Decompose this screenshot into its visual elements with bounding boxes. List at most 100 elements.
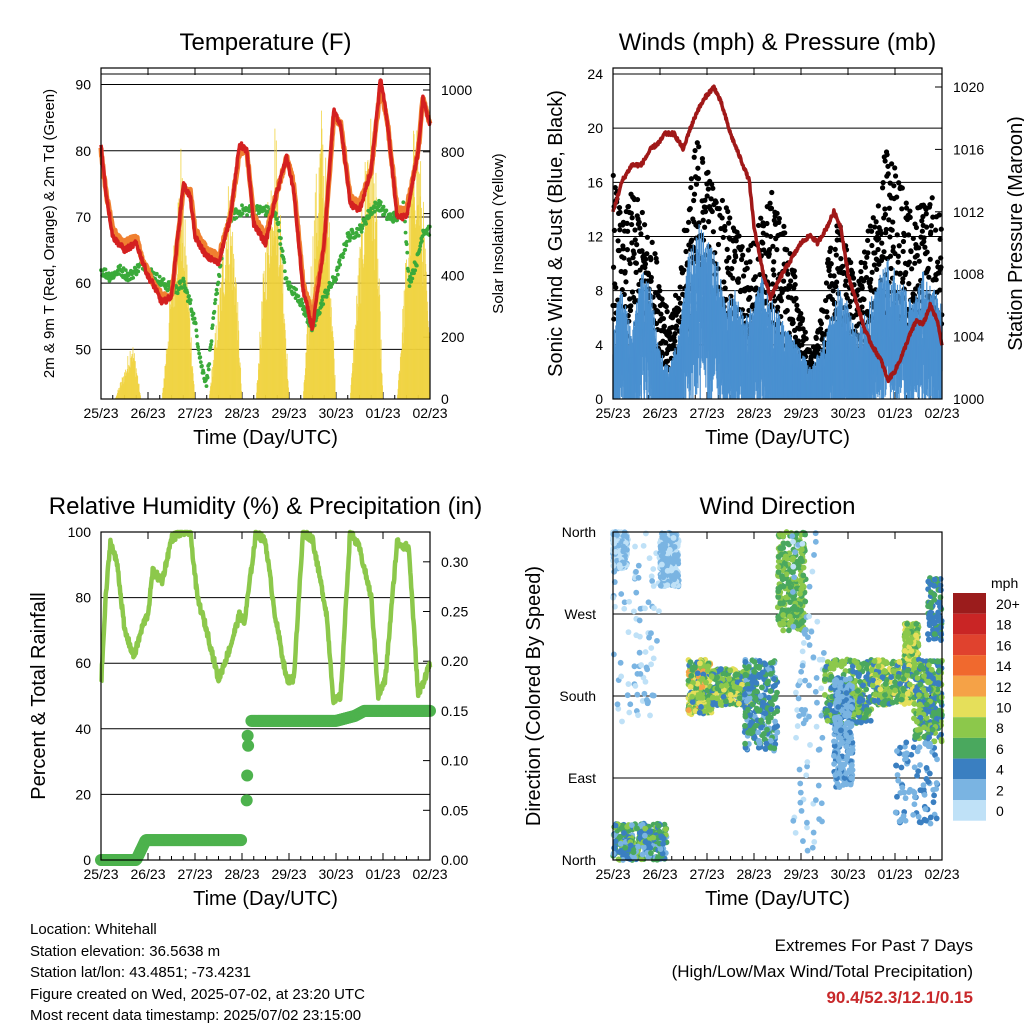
dewpoint-point [277,221,281,225]
gust-point [706,186,711,191]
dewpoint-point [294,287,298,291]
x-tick-label: 29/23 [271,405,306,421]
gust-point [860,285,865,290]
gust-point [626,204,631,209]
dewpoint-point [194,328,198,332]
y-tick-label: 4 [595,337,603,353]
gust-point [843,278,848,283]
dewpoint-point [343,248,347,252]
x-tick-label: 25/23 [83,866,118,882]
x-tick-label: 28/23 [736,866,771,882]
gust-point [886,171,891,176]
dewpoint-point [285,276,289,280]
dewpoint-point [198,355,202,359]
dewpoint-point [413,268,417,272]
y-tick-label: 0 [595,391,603,407]
dewpoint-point [357,234,361,238]
dewpoint-point [281,249,285,253]
humidity-line [101,532,430,703]
x-tick-label: 30/23 [318,866,353,882]
gust-point [686,220,691,225]
gust-point [914,225,919,230]
gust-point [928,230,933,235]
gust-point [768,234,773,239]
y-right-tick-label: 0.15 [441,703,468,719]
gust-point [848,260,853,265]
gust-point [637,226,642,231]
gust-point [879,241,884,246]
gust-point [617,205,622,210]
y-right-tick-label: 0.00 [441,852,468,868]
dewpoint-point [176,291,180,295]
gust-point [935,259,940,264]
dewpoint-point [382,205,386,209]
dewpoint-point [212,310,216,314]
y-right-tick-label: 400 [441,267,465,283]
y-tick-label: 80 [75,590,91,606]
gust-point [891,244,896,249]
dewpoint-point [205,384,209,388]
dewpoint-point [408,284,412,288]
dewpoint-point [194,321,198,325]
gust-point [882,206,887,211]
precip-point [242,740,254,752]
dewpoint-point [379,200,383,204]
y-tick-label: 70 [75,209,91,225]
dewpoint-point [104,268,108,272]
gust-point [676,307,681,312]
y-axis-label: 2m & 9m T (Red, Orange) & 2m Td (Green) [41,89,58,378]
dewpoint-point [275,217,279,221]
gust-point [851,276,856,281]
gust-point [858,269,863,274]
dewpoint-point [214,298,218,302]
y-axis-label: Percent & Total Rainfall [28,592,50,800]
y-tick-label: 8 [595,283,603,299]
dewpoint-point [207,362,211,366]
dewpoint-point [199,360,203,364]
x-tick-label: 30/23 [830,866,865,882]
gust-point [803,330,808,335]
gust-point [925,249,930,254]
y-tick-label: East [568,770,596,786]
gust-point [771,259,776,264]
y-tick-label: North [562,852,596,868]
gust-point [730,276,735,281]
dewpoint-point [241,212,245,216]
gust-point [868,277,873,282]
gust-point [774,247,779,252]
x-tick-label: 02/23 [412,866,447,882]
gust-point [804,336,809,341]
gust-point [880,185,885,190]
gust-point [930,195,935,200]
dewpoint-point [211,323,215,327]
dewpoint-point [202,371,206,375]
gust-point [758,216,763,221]
gust-point [760,240,765,245]
y-right-tick-label: 600 [441,206,465,222]
gust-point [717,206,722,211]
precip-point [241,770,253,782]
gust-point [865,238,870,243]
gust-point [791,320,796,325]
dewpoint-point [405,251,409,255]
x-tick-label: 28/23 [736,405,771,421]
gust-point [747,259,752,264]
dewpoint-point [338,258,342,262]
dewpoint-point [240,203,244,207]
gust-point [695,166,700,171]
gust-point [692,148,697,153]
gust-point [775,211,780,216]
gust-point [664,304,669,309]
gust-point [637,220,642,225]
gust-point [907,259,912,264]
x-tick-label: 29/23 [271,866,306,882]
gust-point [658,312,663,317]
dewpoint-point [334,278,338,282]
gust-point [832,300,837,305]
dewpoint-point [218,274,222,278]
gust-point [781,279,786,284]
dewpoint-point [401,200,405,204]
gust-point [642,222,647,227]
panel-title: Winds (mph) & Pressure (mb) [619,29,936,56]
